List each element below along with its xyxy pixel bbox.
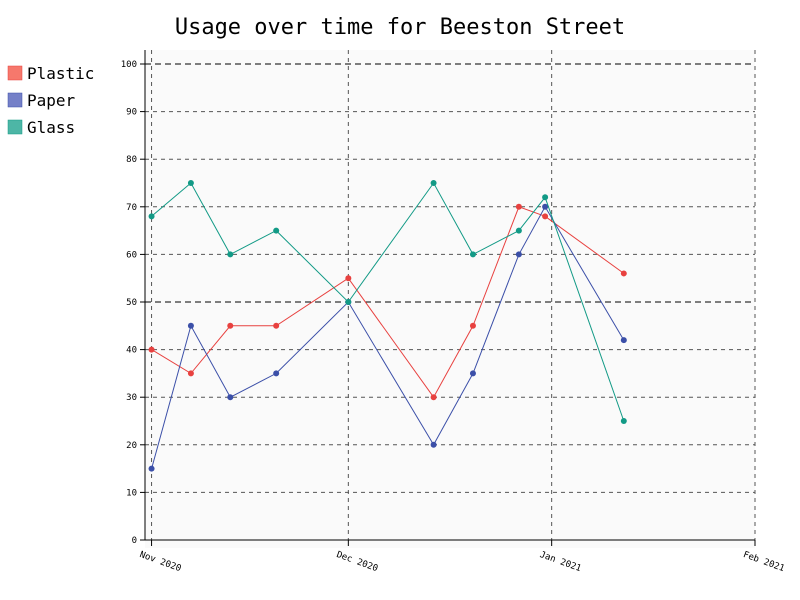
data-point-paper[interactable]: [469, 370, 476, 377]
data-point-plastic[interactable]: [542, 213, 549, 220]
legend-item-plastic[interactable]: Plastic: [7, 64, 94, 83]
data-point-glass[interactable]: [227, 251, 234, 258]
plot-background: [145, 50, 755, 548]
y-tick-label: 30: [126, 393, 137, 403]
legend-label: Glass: [27, 118, 75, 137]
legend-item-glass[interactable]: Glass: [7, 118, 75, 137]
data-point-plastic[interactable]: [515, 203, 522, 210]
data-point-paper[interactable]: [542, 203, 549, 210]
data-point-plastic[interactable]: [345, 275, 352, 282]
data-point-plastic[interactable]: [620, 270, 627, 277]
data-point-glass[interactable]: [515, 227, 522, 234]
data-point-glass[interactable]: [148, 213, 155, 220]
legend: Plastic Paper Glass: [7, 64, 94, 137]
y-tick-label: 80: [126, 155, 137, 165]
series-group: [148, 180, 627, 472]
legend-item-paper[interactable]: Paper: [7, 91, 76, 110]
data-point-glass[interactable]: [469, 251, 476, 258]
x-tick-label: Feb 2021: [742, 550, 786, 574]
data-point-plastic[interactable]: [148, 346, 155, 353]
data-point-plastic[interactable]: [273, 322, 280, 329]
series-line-paper: [151, 205, 625, 469]
series-line-glass: [151, 182, 625, 422]
series-line-plastic: [151, 206, 625, 399]
data-point-plastic[interactable]: [227, 322, 234, 329]
legend-swatch: [7, 119, 23, 135]
data-point-paper[interactable]: [620, 337, 627, 344]
grid: [145, 50, 756, 540]
data-point-plastic[interactable]: [469, 322, 476, 329]
y-tick-label: 50: [126, 298, 137, 308]
y-tick-label: 60: [126, 250, 137, 260]
x-tick-label: Jan 2021: [538, 550, 582, 574]
legend-label: Plastic: [27, 64, 94, 83]
data-point-plastic[interactable]: [430, 394, 437, 401]
data-point-paper[interactable]: [515, 251, 522, 258]
y-tick-label: 10: [126, 488, 137, 498]
y-tick-label: 90: [126, 108, 137, 118]
chart-title: Usage over time for Beeston Street: [175, 15, 625, 40]
data-point-glass[interactable]: [542, 194, 549, 201]
legend-swatch: [7, 92, 23, 108]
data-point-glass[interactable]: [620, 418, 627, 424]
data-point-paper[interactable]: [187, 322, 194, 329]
series-paper: [148, 203, 627, 472]
data-point-glass[interactable]: [273, 227, 280, 234]
data-point-paper[interactable]: [148, 465, 155, 472]
series-glass: [148, 180, 627, 424]
y-tick-label: 0: [132, 536, 137, 546]
legend-swatch: [7, 65, 23, 81]
y-tick-label: 100: [121, 60, 137, 70]
data-point-glass[interactable]: [187, 180, 194, 186]
series-plastic: [148, 203, 627, 401]
y-tick-label: 40: [126, 346, 137, 356]
data-point-paper[interactable]: [273, 370, 280, 377]
legend-label: Paper: [27, 91, 76, 110]
y-tick-label: 70: [126, 203, 137, 213]
y-tick-label: 20: [126, 441, 137, 451]
x-tick-label: Dec 2020: [335, 550, 379, 574]
x-tick-label: Nov 2020: [138, 550, 182, 574]
data-point-glass[interactable]: [430, 180, 437, 186]
data-point-paper[interactable]: [430, 441, 437, 448]
data-point-plastic[interactable]: [187, 370, 194, 377]
data-point-paper[interactable]: [227, 394, 234, 401]
data-point-glass[interactable]: [345, 299, 352, 305]
